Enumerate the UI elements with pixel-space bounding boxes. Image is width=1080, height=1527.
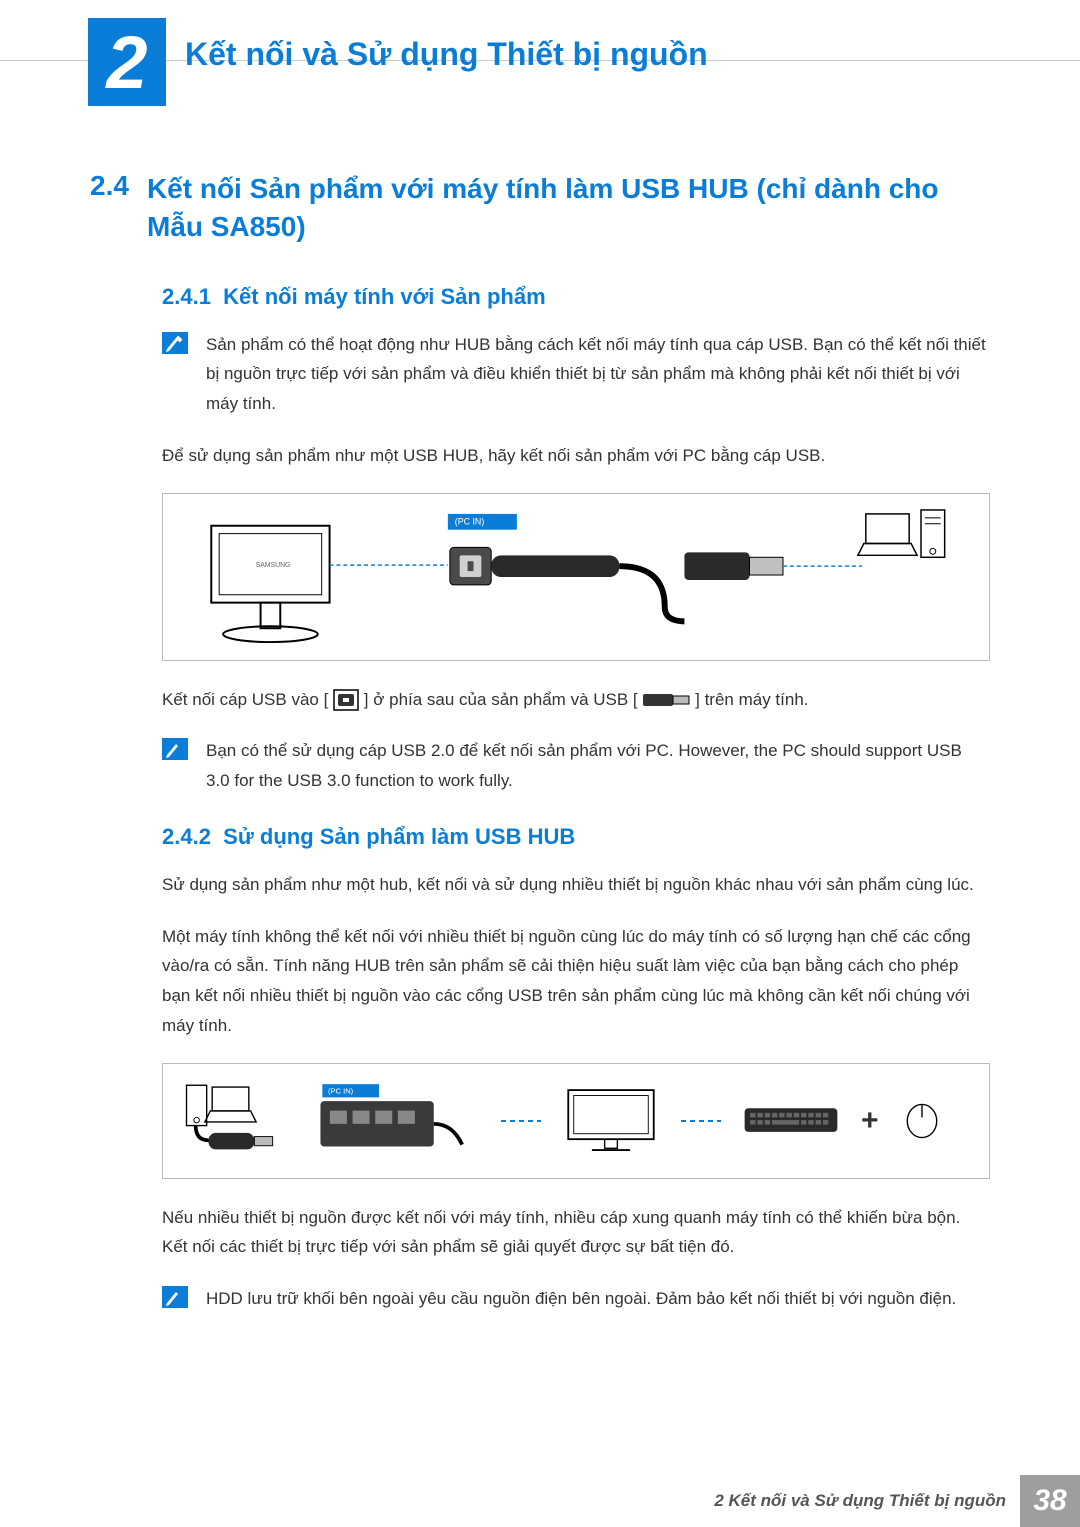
note-text: Sản phẩm có thể hoạt động như HUB bằng c… <box>206 330 990 419</box>
paragraph: Nếu nhiều thiết bị nguồn được kết nối vớ… <box>162 1203 990 1263</box>
subsection-heading: 2.4.2 Sử dụng Sản phẩm làm USB HUB <box>162 824 990 850</box>
note-icon <box>162 738 188 760</box>
subsection-number: 2.4.2 <box>162 824 211 849</box>
chapter-title: Kết nối và Sử dụng Thiết bị nguồn <box>185 36 708 73</box>
note-block: HDD lưu trữ khối bên ngoài yêu cầu nguồn… <box>162 1284 990 1314</box>
note-text: HDD lưu trữ khối bên ngoài yêu cầu nguồn… <box>206 1284 956 1314</box>
caption-part-a: Kết nối cáp USB vào [ <box>162 690 328 709</box>
dash-connector-icon <box>501 1111 541 1131</box>
page-content: 2.4 Kết nối Sản phẩm với máy tính làm US… <box>0 170 1080 1314</box>
subsection-number: 2.4.1 <box>162 284 211 309</box>
figure-usb-hub: (PC IN) + <box>162 1063 990 1179</box>
port-label: (PC IN) <box>328 1086 354 1095</box>
page-footer: 2 Kết nối và Sử dụng Thiết bị nguồn 38 <box>0 1475 1080 1527</box>
note-icon <box>162 1286 188 1308</box>
subsection-heading: 2.4.1 Kết nối máy tính với Sản phẩm <box>162 284 990 310</box>
page-header: 2 Kết nối và Sử dụng Thiết bị nguồn <box>0 0 1080 110</box>
dash-connector-icon <box>681 1111 721 1131</box>
caption-part-b: ] ở phía sau của sản phẩm và USB [ <box>364 690 638 709</box>
paragraph: Một máy tính không thể kết nối với nhiều… <box>162 922 990 1041</box>
port-label: (PC IN) <box>455 516 485 526</box>
plus-icon: + <box>861 1104 879 1138</box>
footer-chapter-title: 2 Kết nối và Sử dụng Thiết bị nguồn <box>714 1491 1020 1511</box>
keyboard-icon <box>741 1101 841 1141</box>
chapter-number-badge: 2 <box>88 18 166 106</box>
section-number: 2.4 <box>90 170 129 202</box>
figure-svg: SAMSUNG (PC IN) <box>181 508 971 646</box>
monitor-rear-icon: (PC IN) <box>311 1076 481 1166</box>
note-block: Bạn có thể sử dụng cáp USB 2.0 để kết nố… <box>162 736 990 796</box>
paragraph: Để sử dụng sản phẩm như một USB HUB, hãy… <box>162 441 990 471</box>
computers-icon <box>181 1076 291 1166</box>
usb-b-port-icon <box>333 689 359 711</box>
subsection-title: Sử dụng Sản phẩm làm USB HUB <box>223 824 575 849</box>
monitor-front-icon <box>561 1081 661 1161</box>
note-block: Sản phẩm có thể hoạt động như HUB bằng c… <box>162 330 990 419</box>
note-text: Bạn có thể sử dụng cáp USB 2.0 để kết nố… <box>206 736 990 796</box>
paragraph: Sử dụng sản phẩm như một hub, kết nối và… <box>162 870 990 900</box>
section-heading: 2.4 Kết nối Sản phẩm với máy tính làm US… <box>90 170 990 246</box>
mouse-icon <box>899 1101 945 1141</box>
footer-page-number: 38 <box>1020 1475 1080 1527</box>
section-title: Kết nối Sản phẩm với máy tính làm USB HU… <box>147 170 990 246</box>
usb-a-plug-icon <box>642 692 690 708</box>
caption-part-c: ] trên máy tính. <box>695 690 808 709</box>
figure-usb-connection: SAMSUNG (PC IN) <box>162 493 990 661</box>
figure-caption: Kết nối cáp USB vào [ ] ở phía sau của s… <box>162 685 990 715</box>
note-icon <box>162 332 188 354</box>
subsection-title: Kết nối máy tính với Sản phẩm <box>223 284 545 309</box>
svg-text:SAMSUNG: SAMSUNG <box>256 562 291 569</box>
